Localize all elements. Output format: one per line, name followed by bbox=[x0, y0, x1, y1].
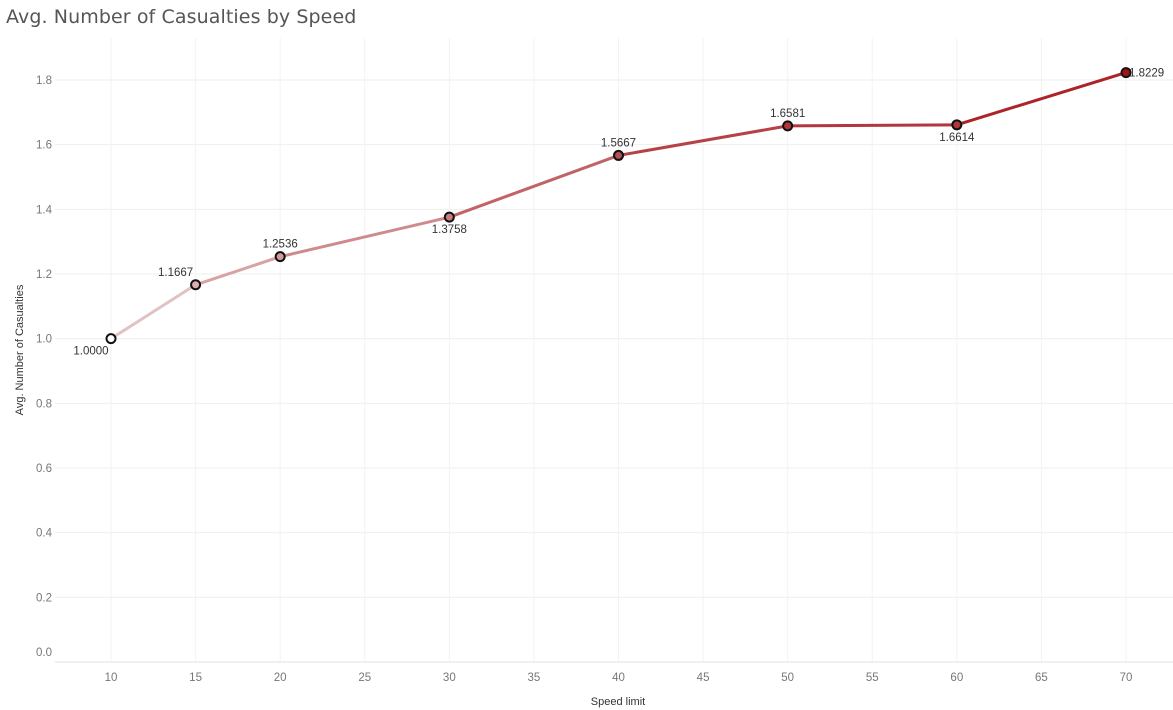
line-segment bbox=[955, 71, 1128, 127]
y-tick-label: 0.6 bbox=[36, 463, 52, 475]
series-line bbox=[109, 71, 1128, 341]
data-label: 1.1667 bbox=[158, 267, 193, 279]
data-label: 1.6614 bbox=[939, 132, 975, 144]
line-segment bbox=[617, 124, 790, 157]
line-segment bbox=[109, 283, 198, 341]
data-point[interactable] bbox=[190, 279, 202, 291]
x-tick-label: 45 bbox=[697, 672, 710, 684]
x-tick-label: 15 bbox=[189, 672, 202, 684]
line-segment bbox=[194, 255, 282, 287]
data-point[interactable] bbox=[443, 211, 455, 223]
data-label: 1.6581 bbox=[770, 108, 805, 120]
data-point[interactable] bbox=[1120, 67, 1132, 79]
data-point[interactable] bbox=[782, 120, 794, 132]
x-tick-label: 60 bbox=[950, 672, 963, 684]
data-points[interactable] bbox=[105, 67, 1132, 345]
chart-title: Avg. Number of Casualties by Speed bbox=[6, 6, 357, 28]
y-axis-ticks: 0.0 0.2 0.4 0.6 0.8 1.0 1.2 1.4 1.6 1.8 bbox=[36, 75, 53, 659]
gridlines bbox=[55, 38, 1173, 663]
line-segment bbox=[786, 123, 959, 128]
y-tick-label: 0.8 bbox=[36, 398, 52, 410]
x-tick-label: 30 bbox=[443, 672, 456, 684]
data-label: 1.0000 bbox=[73, 346, 108, 358]
x-tick-label: 35 bbox=[528, 672, 541, 684]
data-label: 1.2536 bbox=[263, 239, 298, 251]
y-axis-title: Avg. Number of Casualties bbox=[14, 284, 26, 415]
y-tick-label: 1.0 bbox=[36, 334, 52, 346]
line-segment bbox=[278, 215, 451, 259]
x-tick-label: 10 bbox=[105, 672, 118, 684]
x-tick-label: 20 bbox=[274, 672, 287, 684]
y-tick-label: 1.4 bbox=[36, 204, 53, 216]
data-labels: 1.0000 1.1667 1.2536 1.3758 1.5667 1.6581 1.66… bbox=[73, 68, 1164, 358]
x-tick-label: 25 bbox=[358, 672, 371, 684]
x-axis-ticks: 10 15 20 25 30 35 40 45 50 55 60 65 70 bbox=[105, 672, 1133, 684]
y-tick-label: 1.2 bbox=[36, 269, 52, 281]
x-tick-label: 40 bbox=[612, 672, 625, 684]
data-label: 1.5667 bbox=[601, 137, 636, 149]
x-tick-label: 65 bbox=[1035, 672, 1048, 684]
y-tick-label: 1.6 bbox=[36, 140, 52, 152]
y-tick-label: 0.4 bbox=[36, 528, 53, 540]
data-point[interactable] bbox=[951, 119, 963, 131]
data-label: 1.8229 bbox=[1129, 68, 1164, 80]
y-tick-label: 0.0 bbox=[36, 647, 52, 659]
data-point[interactable] bbox=[105, 333, 117, 345]
x-axis-title: Speed limit bbox=[591, 696, 645, 708]
y-tick-label: 0.2 bbox=[36, 592, 52, 604]
x-tick-label: 55 bbox=[866, 672, 879, 684]
y-tick-label: 1.8 bbox=[36, 75, 52, 87]
data-point[interactable] bbox=[613, 149, 624, 161]
data-point[interactable] bbox=[274, 251, 286, 263]
x-tick-label: 50 bbox=[781, 672, 794, 684]
data-label: 1.3758 bbox=[432, 224, 467, 236]
x-tick-label: 70 bbox=[1120, 672, 1133, 684]
line-segment bbox=[447, 153, 620, 219]
